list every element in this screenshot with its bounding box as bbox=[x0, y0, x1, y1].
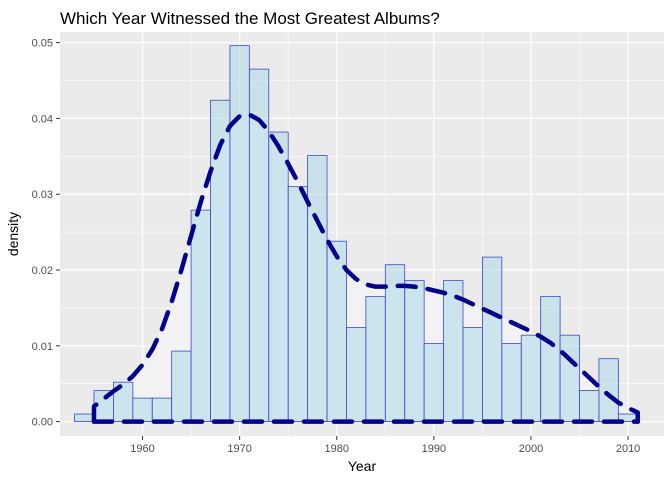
y-axis-ticks: 0.00 0.01 0.02 0.03 0.04 0.05 bbox=[32, 38, 60, 429]
y-tick-label: 0.02 bbox=[32, 265, 53, 277]
histogram-bar bbox=[346, 327, 367, 422]
y-tick-label: 0.05 bbox=[32, 38, 53, 50]
histogram-bar bbox=[559, 334, 580, 422]
histogram-bar bbox=[171, 350, 192, 422]
y-tick-label: 0.03 bbox=[32, 189, 53, 201]
x-axis-title: Year bbox=[348, 458, 377, 474]
histogram-bar bbox=[404, 280, 425, 422]
x-tick-label: 2000 bbox=[519, 443, 543, 455]
histogram-bar bbox=[501, 343, 522, 422]
x-tick-label: 1970 bbox=[227, 443, 251, 455]
y-tick-label: 0.00 bbox=[32, 417, 53, 429]
histogram-bar bbox=[190, 209, 211, 422]
histogram-bar bbox=[443, 280, 464, 422]
x-tick-label: 1990 bbox=[422, 443, 446, 455]
y-tick-label: 0.04 bbox=[32, 113, 53, 125]
histogram-bar bbox=[268, 131, 289, 422]
histogram-bar bbox=[482, 256, 503, 422]
histogram-bar bbox=[423, 343, 444, 422]
density-curve-layer bbox=[91, 112, 641, 424]
histogram-bar bbox=[365, 296, 386, 422]
histogram-bar bbox=[598, 358, 619, 422]
histogram-bar bbox=[74, 413, 95, 422]
histogram-bar bbox=[132, 397, 153, 422]
histogram-bar bbox=[462, 327, 483, 422]
x-tick-label: 2010 bbox=[616, 443, 640, 455]
chart-title: Which Year Witnessed the Most Greatest A… bbox=[60, 9, 440, 28]
x-tick-label: 1980 bbox=[325, 443, 349, 455]
histogram-bar bbox=[579, 390, 600, 422]
y-axis-title: density bbox=[5, 212, 21, 256]
histogram-bar bbox=[151, 397, 173, 422]
histogram-bar bbox=[229, 45, 250, 422]
density-curve bbox=[91, 112, 641, 424]
histogram-bar bbox=[384, 264, 406, 422]
histogram-bar bbox=[287, 186, 309, 422]
histogram-bar bbox=[307, 155, 328, 422]
x-axis-ticks: 1960 1970 1980 1990 2000 2010 bbox=[130, 436, 640, 455]
histogram-bars bbox=[74, 45, 639, 422]
histogram-bar bbox=[520, 334, 542, 422]
histogram-bar bbox=[540, 296, 561, 422]
y-tick-label: 0.01 bbox=[32, 341, 53, 353]
x-tick-label: 1960 bbox=[130, 443, 154, 455]
